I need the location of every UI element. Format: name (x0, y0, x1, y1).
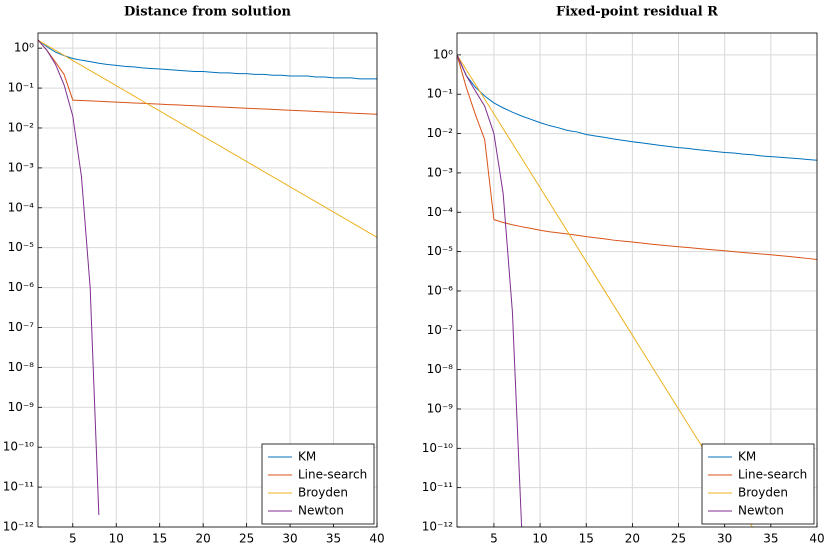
legend-label: Broyden (298, 486, 348, 500)
y-tick-label: 10⁰ (433, 47, 453, 61)
y-tick-label: 10⁻⁵ (8, 240, 35, 254)
x-tick-label: 30 (282, 532, 297, 546)
y-tick-label: 10⁻¹¹ (422, 480, 453, 494)
y-tick-label: 10⁻² (8, 120, 35, 134)
y-tick-label: 10⁻⁸ (427, 362, 454, 376)
x-tick-label: 10 (109, 532, 124, 546)
series-line (38, 39, 377, 238)
panel: Distance from solution 10⁰ 10⁻¹ 10⁻² 10⁻³ 10⁻… (3, 5, 385, 546)
x-tick-label: 35 (763, 532, 778, 546)
series-line (38, 39, 377, 115)
x-tick-label: 10 (532, 532, 547, 546)
x-tick-label: 20 (196, 532, 211, 546)
panel: Fixed-point residual R 10⁰ 10⁻¹ 10⁻² 10⁻³ 10⁻… (422, 5, 825, 546)
chart-title: Fixed-point residual R (556, 5, 718, 20)
legend: KM Line-search Broyden Newton (261, 443, 375, 525)
x-tick-label: 40 (809, 532, 824, 546)
series-line (457, 54, 817, 161)
y-tick-label: 10⁻¹ (427, 87, 454, 101)
y-tick-label: 10⁻⁹ (427, 401, 454, 415)
legend-label: KM (738, 450, 756, 464)
y-tick-label: 10⁻⁷ (427, 323, 454, 337)
legend-label: Newton (298, 504, 344, 518)
series-line (457, 54, 817, 260)
series-line (38, 39, 100, 516)
x-tick-label: 25 (239, 532, 254, 546)
y-tick-label: 10⁻¹¹ (3, 480, 34, 494)
series-line (457, 54, 523, 527)
y-tick-label: 10⁻⁹ (8, 400, 35, 414)
y-tick-label: 10⁻⁶ (8, 280, 35, 294)
x-tick-label: 30 (717, 532, 732, 546)
x-tick-label: 20 (625, 532, 640, 546)
legend-label: KM (298, 450, 316, 464)
plot-frame (37, 32, 378, 528)
x-tick-label: 15 (152, 532, 167, 546)
y-tick-label: 10⁻⁴ (8, 200, 35, 214)
y-tick-label: 10⁻¹² (3, 520, 34, 534)
y-tick-label: 10⁻⁷ (8, 320, 35, 334)
y-tick-label: 10⁻¹² (422, 520, 453, 534)
chart-title: Distance from solution (124, 5, 292, 20)
x-tick-label: 5 (69, 532, 77, 546)
y-tick-label: 10⁻⁵ (427, 244, 454, 258)
legend-label: Newton (738, 504, 784, 518)
y-tick-label: 10⁻³ (8, 160, 35, 174)
series-line (38, 39, 377, 80)
y-tick-label: 10⁻⁴ (427, 205, 454, 219)
legend-label: Broyden (738, 486, 788, 500)
y-tick-label: 10⁻¹⁰ (3, 440, 34, 454)
y-tick-label: 10⁻¹⁰ (422, 441, 453, 455)
plot-frame (456, 32, 818, 528)
y-tick-label: 10⁻⁶ (427, 283, 454, 297)
y-tick-label: 10⁻³ (427, 165, 454, 179)
x-tick-label: 35 (326, 532, 341, 546)
y-tick-label: 10⁰ (14, 41, 34, 55)
x-tick-label: 5 (490, 532, 498, 546)
y-tick-label: 10⁻¹ (8, 81, 35, 95)
legend-label: Line-search (738, 468, 807, 482)
legend-label: Line-search (298, 468, 367, 482)
x-tick-label: 40 (369, 532, 384, 546)
y-tick-label: 10⁻⁸ (8, 360, 35, 374)
x-tick-label: 15 (579, 532, 594, 546)
legend: KM Line-search Broyden Newton (701, 443, 815, 525)
y-tick-label: 10⁻² (427, 126, 454, 140)
x-tick-label: 25 (671, 532, 686, 546)
